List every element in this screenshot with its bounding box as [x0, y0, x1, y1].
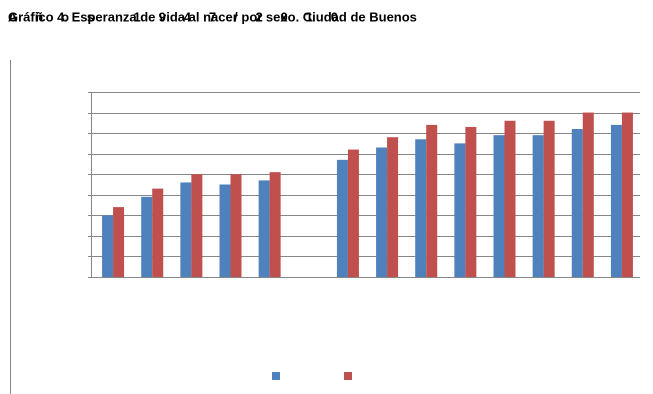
bar [543, 120, 555, 278]
bar [258, 180, 270, 277]
bar [532, 135, 544, 277]
bar [376, 147, 388, 277]
bar [582, 112, 594, 277]
bar [152, 188, 164, 277]
bar [230, 174, 242, 277]
legend-swatch [272, 372, 280, 380]
bar [269, 172, 281, 277]
bar [465, 126, 477, 277]
bar [610, 124, 622, 277]
bar [347, 149, 359, 277]
bar [180, 182, 192, 277]
bar [219, 184, 231, 277]
bar [493, 135, 505, 277]
chart-title: Gráfico 4. Esperanza de vida al nacer po… [8, 9, 417, 24]
bar [113, 207, 125, 277]
bar [571, 129, 583, 277]
bar [336, 159, 348, 277]
legend-swatch [344, 372, 352, 380]
bar [415, 139, 427, 277]
bar [141, 196, 153, 277]
bar [191, 174, 203, 277]
bar [387, 137, 399, 277]
bar [504, 120, 516, 278]
bar [102, 215, 114, 277]
bar [426, 124, 438, 277]
bar [454, 143, 466, 277]
bar [621, 112, 633, 277]
